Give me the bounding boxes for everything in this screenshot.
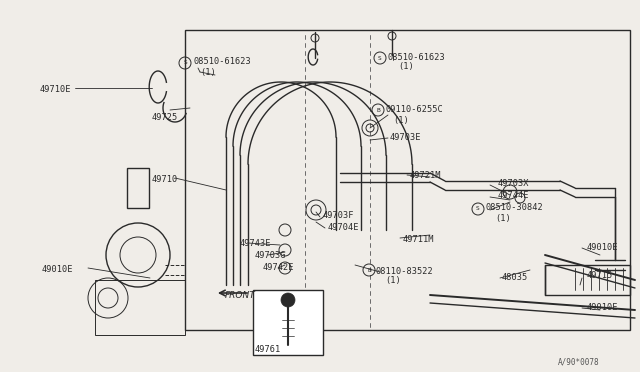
Text: 49744E: 49744E bbox=[498, 192, 529, 201]
Text: 08510-30842: 08510-30842 bbox=[485, 203, 543, 212]
Text: 49703G: 49703G bbox=[255, 251, 287, 260]
Bar bbox=[545, 265, 630, 295]
Text: 49703E: 49703E bbox=[390, 134, 422, 142]
Text: (1): (1) bbox=[385, 276, 401, 285]
Text: 49725: 49725 bbox=[152, 113, 179, 122]
Text: 49761: 49761 bbox=[255, 346, 281, 355]
Bar bbox=[95, 280, 185, 335]
Text: 48035: 48035 bbox=[502, 273, 528, 282]
Text: (1): (1) bbox=[495, 214, 511, 222]
Text: (1): (1) bbox=[200, 68, 216, 77]
Text: 49704E: 49704E bbox=[328, 224, 360, 232]
Text: 08510-61623: 08510-61623 bbox=[193, 58, 251, 67]
Text: B: B bbox=[376, 108, 380, 112]
Text: 49711M: 49711M bbox=[403, 235, 435, 244]
Text: S: S bbox=[378, 55, 382, 61]
Text: 49721M: 49721M bbox=[410, 171, 442, 180]
Text: 49715: 49715 bbox=[587, 272, 613, 280]
Bar bbox=[127, 168, 149, 208]
Text: B: B bbox=[367, 267, 371, 273]
Text: (1): (1) bbox=[393, 115, 409, 125]
Circle shape bbox=[281, 293, 295, 307]
Bar bbox=[185, 30, 630, 330]
Text: 49703F: 49703F bbox=[323, 211, 355, 219]
Text: 08110-83522: 08110-83522 bbox=[375, 266, 433, 276]
Text: FRONT: FRONT bbox=[225, 292, 256, 301]
Text: S: S bbox=[183, 61, 187, 65]
Text: (1): (1) bbox=[398, 62, 413, 71]
Text: A/90*0078: A/90*0078 bbox=[558, 357, 600, 366]
Text: 49010E: 49010E bbox=[587, 244, 618, 253]
Bar bbox=[253, 290, 323, 355]
Text: 49742E: 49742E bbox=[263, 263, 294, 273]
Text: 08510-61623: 08510-61623 bbox=[388, 52, 445, 61]
Text: 49710E: 49710E bbox=[40, 86, 72, 94]
Text: 49010E: 49010E bbox=[587, 304, 618, 312]
Text: 49703X: 49703X bbox=[498, 180, 529, 189]
Text: 49710: 49710 bbox=[152, 176, 179, 185]
Text: S: S bbox=[476, 206, 480, 212]
Text: 49010E: 49010E bbox=[42, 266, 74, 275]
Text: 49743E: 49743E bbox=[240, 238, 271, 247]
Text: 09110-6255C: 09110-6255C bbox=[385, 106, 443, 115]
